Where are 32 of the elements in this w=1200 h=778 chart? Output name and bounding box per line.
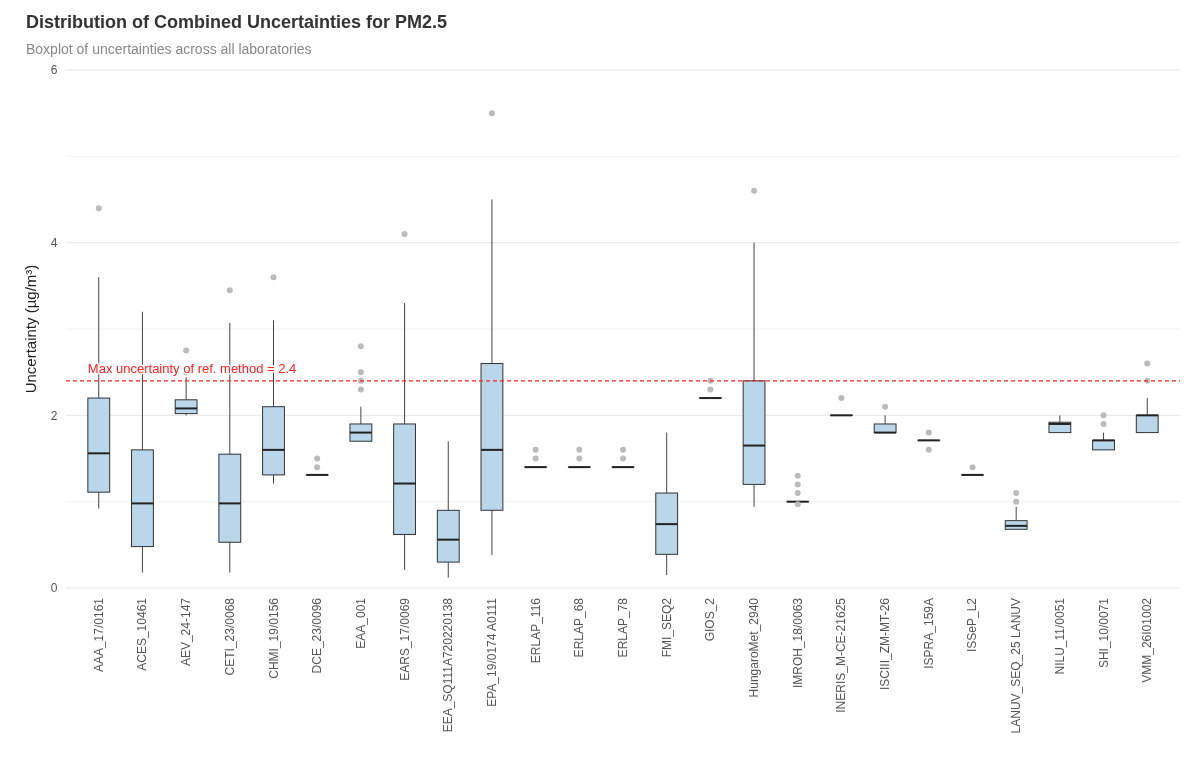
x-tick-label: EPA_19/0174 A0111 [484,597,499,707]
x-tick-label: EARS_17/0069 [397,597,412,681]
chart-title: Distribution of Combined Uncertainties for PM2.5 [26,12,448,32]
chart-subtitle: Boxplot of uncertainties across all laboratories [26,41,312,57]
x-tick-label: SHI_10/0071 [1096,597,1111,669]
x-tick-label: AEV_24-147 [179,597,194,667]
x-tick-label: IMROH_18/0063 [790,597,805,689]
x-tick-label: GIOS_2 [703,597,718,642]
y-axis-title: Uncertainty (µg/m³) [22,264,39,394]
x-tick-label: ISPRA_159A [921,598,936,669]
x-tick-label: EEA_SQ111A720220138 [441,597,456,733]
x-tick-label: INERIS_M-CE-21625 [834,597,849,713]
y-tick-label: 0 [50,581,58,596]
x-tick-label: CHMI_19/0156 [266,597,281,679]
x-tick-label: AAA_17/0161 [91,597,106,673]
y-tick-label: 4 [50,235,58,250]
x-tick-label: ISCIII_ZM-MT-26 [878,597,893,691]
x-tick-label: ERLAP_78 [616,597,630,658]
x-tick-label: LANUV_SEQ_25 LANUV [1009,598,1024,734]
x-tick-label: CETI_23/0068 [222,597,237,676]
x-tick-label: DCE_23/0096 [310,597,325,674]
x-tick-label: EAA_001 [353,597,368,649]
y-tick-label: 2 [50,408,58,423]
x-tick-label: ERLAP_68 [572,597,587,658]
x-tick-label: ACES_10461 [135,597,150,671]
x-tick-label: HungaroMet_2940 [747,597,762,698]
x-tick-label: ERLAP_116 [528,597,543,664]
y-tick-label: 6 [50,63,58,78]
x-tick-label: NILU_11/0051 [1052,597,1067,675]
x-tick-label: VMM_26I01002 [1140,597,1155,683]
x-tick-label: FMI_SEQ2 [659,597,674,658]
x-tick-label: ISSeP_L2 [965,597,980,653]
